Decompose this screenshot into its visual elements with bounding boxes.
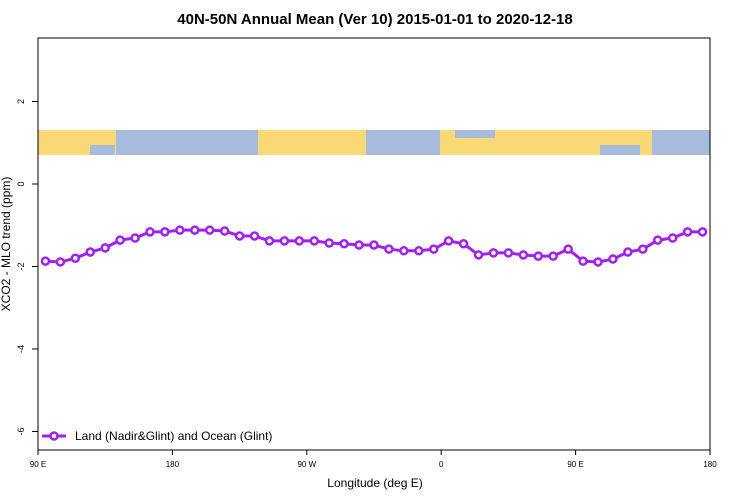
- land-strip: [258, 130, 366, 155]
- data-point: [608, 254, 618, 264]
- x-tick-label: 180: [703, 460, 717, 469]
- legend-label: Land (Nadir&Glint) and Ocean (Glint): [75, 429, 272, 443]
- data-point: [399, 246, 409, 256]
- data-point: [145, 227, 155, 237]
- data-point: [697, 227, 708, 237]
- data-point: [190, 225, 200, 235]
- chart-title: 40N-50N Annual Mean (Ver 10) 2015-01-01 …: [177, 11, 572, 28]
- data-point: [354, 240, 364, 250]
- data-point: [40, 256, 51, 266]
- y-tick-label: 2: [16, 99, 26, 104]
- ocean-strip: [90, 145, 115, 155]
- data-point: [115, 235, 125, 245]
- data-point: [55, 257, 66, 267]
- y-axis-label: XCO2 - MLO trend (ppm): [0, 177, 13, 312]
- data-point: [70, 253, 81, 263]
- data-point: [339, 239, 349, 249]
- data-point: [473, 250, 484, 260]
- data-point: [533, 251, 544, 261]
- data-point: [488, 248, 499, 258]
- data-point: [503, 248, 514, 258]
- data-point: [279, 236, 290, 246]
- legend-marker: [49, 431, 59, 441]
- data-point: [100, 243, 110, 253]
- y-tick-label: -6: [16, 427, 26, 435]
- data-point: [593, 257, 603, 267]
- data-point: [667, 233, 678, 243]
- ocean-strip: [600, 145, 640, 155]
- data-point: [384, 244, 394, 254]
- data-point: [458, 239, 469, 249]
- y-tick-label: -2: [16, 262, 26, 270]
- data-point: [204, 225, 215, 235]
- data-point: [264, 236, 275, 246]
- data-point: [443, 236, 454, 246]
- data-point: [548, 251, 558, 261]
- data-point: [175, 225, 185, 235]
- data-point: [652, 235, 663, 245]
- data-point: [578, 256, 588, 266]
- data-point: [428, 244, 439, 254]
- data-point: [219, 226, 230, 236]
- data-point: [518, 250, 529, 260]
- data-point: [324, 238, 334, 248]
- x-axis-label: Longitude (deg E): [327, 476, 422, 490]
- x-tick-label: 90 E: [30, 460, 46, 469]
- data-point: [563, 244, 573, 254]
- x-tick-label: 180: [166, 460, 180, 469]
- x-tick-label: 0: [439, 460, 444, 469]
- data-point: [160, 227, 170, 237]
- data-point: [85, 247, 96, 257]
- data-point: [623, 247, 633, 257]
- data-point: [294, 236, 305, 246]
- data-point: [130, 233, 140, 243]
- data-point: [309, 236, 320, 246]
- data-point: [682, 227, 693, 237]
- ocean-strip: [455, 130, 495, 138]
- y-tick-label: -4: [16, 345, 26, 353]
- data-point: [369, 240, 379, 250]
- data-point: [234, 231, 245, 241]
- x-tick-label: 90 W: [297, 460, 316, 469]
- plot-frame: [37, 37, 711, 451]
- y-tick-label: 0: [16, 181, 26, 186]
- data-point: [414, 246, 424, 256]
- data-point: [249, 231, 260, 241]
- data-point: [638, 244, 648, 254]
- map-strip: [38, 130, 710, 155]
- x-tick-label: 90 E: [567, 460, 583, 469]
